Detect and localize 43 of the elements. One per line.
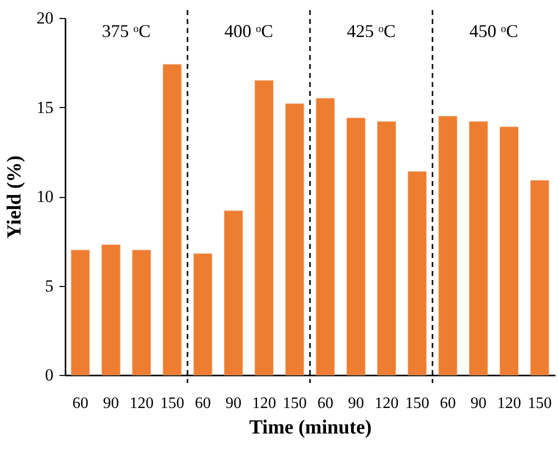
y-tick-label: 20 [36,8,54,28]
y-tick-label: 10 [36,187,54,206]
y-tick-label: 0 [45,366,54,384]
bar [102,244,120,376]
bar [316,98,335,376]
x-tick-label: 150 [282,395,307,412]
x-tick-label: 60 [317,395,334,412]
y-tick-label: 15 [36,98,54,117]
y-axis-title: Yield (%) [4,155,26,239]
x-tick-label: 90 [470,395,486,412]
x-tick-label: 150 [528,395,552,412]
annotation: 375 ᵒC [102,21,151,41]
bar [469,121,488,376]
bar [346,118,366,376]
bar [162,64,182,376]
x-tick-label: 150 [405,395,430,412]
x-tick-label: 60 [72,395,88,412]
x-tick-label: 120 [374,395,399,412]
x-axis-title: Time (minute) [249,416,372,438]
bar [224,210,243,376]
bar [70,250,90,376]
x-tick-label: 60 [440,395,456,412]
annotation: 450 ᵒC [469,21,518,41]
bar [377,121,396,376]
y-tick-label: 5 [45,276,54,296]
x-tick-label: 150 [160,395,184,412]
bar [132,250,151,376]
bar [408,171,427,376]
annotation: 400 ᵒC [224,21,274,41]
bar [254,80,274,376]
bar [500,126,518,376]
x-tick-label: 90 [102,395,119,412]
x-tick-label: 120 [130,395,154,412]
bar [285,103,304,376]
bar [438,116,458,376]
x-tick-label: 120 [497,395,522,412]
x-tick-label: 90 [348,395,364,412]
x-tick-label: 60 [194,395,211,412]
bar [530,180,550,376]
x-tick-label: 120 [252,395,276,412]
bar [193,253,212,376]
x-tick-label: 90 [225,395,242,412]
annotation: 425 ᵒC [346,21,396,41]
